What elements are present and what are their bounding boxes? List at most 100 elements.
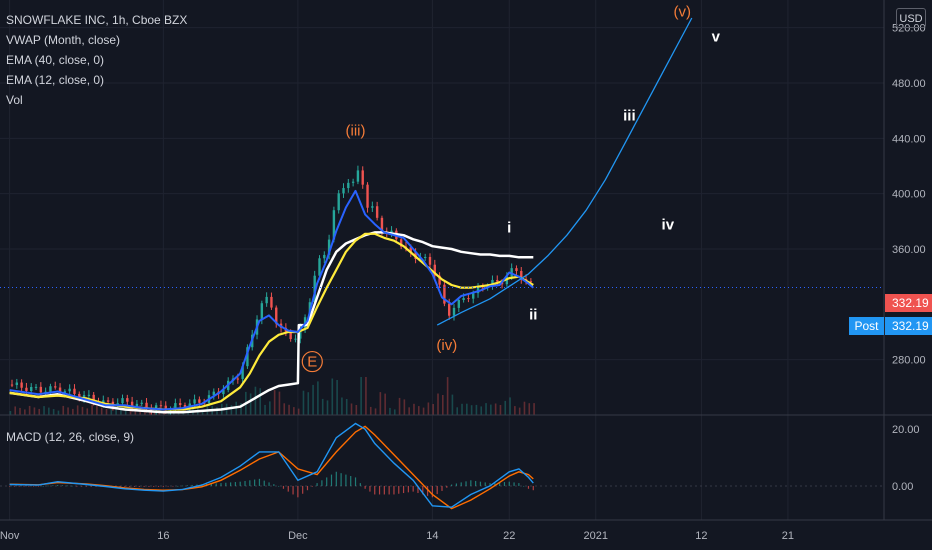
macd-histogram-bar <box>436 485 438 495</box>
candle-body <box>472 293 475 299</box>
volume-bar <box>52 409 55 415</box>
volume-bar <box>480 406 483 415</box>
price-axis-label: 400.00 <box>892 189 926 201</box>
candle-body <box>178 403 182 406</box>
macd-axis-label: 20.00 <box>892 424 920 436</box>
wave-label: v <box>712 29 721 46</box>
candle-body <box>356 170 360 182</box>
volume-bar <box>91 404 93 415</box>
macd-histogram-bar <box>268 482 270 486</box>
volume-bar <box>297 408 300 415</box>
candle-body <box>106 400 110 402</box>
macd-histogram-bar <box>61 485 64 486</box>
volume-bar <box>413 403 415 415</box>
volume-bar <box>446 377 449 415</box>
ema40-indicator-label[interactable]: EMA (40, close, 0) <box>6 53 105 67</box>
macd-histogram-bar <box>13 485 16 487</box>
volume-bar <box>384 393 386 415</box>
macd-histogram-bar <box>455 483 458 486</box>
candle-body <box>390 230 393 233</box>
candle-body <box>68 388 71 392</box>
macd-histogram-bar <box>412 485 414 492</box>
macd-histogram-bar <box>335 471 337 486</box>
candle-body <box>246 347 249 367</box>
volume-bar <box>14 406 17 415</box>
candle-body <box>409 247 412 253</box>
candle-body <box>366 184 369 208</box>
wave-label: E <box>307 354 317 371</box>
macd-histogram-bar <box>263 480 265 486</box>
volume-bar <box>288 404 290 415</box>
volume-bar <box>187 405 189 415</box>
macd-histogram-bar <box>316 483 318 486</box>
volume-indicator-label[interactable]: Vol <box>6 93 23 107</box>
macd-histogram-bar <box>244 480 246 486</box>
macd-histogram-bar <box>484 482 486 486</box>
macd-histogram-bar <box>489 483 491 486</box>
candle-body <box>121 398 124 404</box>
volume-bar <box>86 408 89 415</box>
macd-histogram-bar <box>57 485 59 486</box>
macd-signal-line <box>9 425 534 510</box>
volume-bar <box>48 407 50 415</box>
ema12-indicator-label[interactable]: EMA (12, close, 0) <box>6 73 105 87</box>
candle-body <box>491 279 494 286</box>
macd-histogram-bar <box>181 485 184 487</box>
macd-histogram-bar <box>503 482 506 486</box>
volume-bar <box>432 404 434 415</box>
symbol-title[interactable]: SNOWFLAKE INC, 1h, Cboe BZX <box>6 13 188 27</box>
macd-histogram-bar <box>220 483 222 486</box>
macd-histogram-bar <box>475 480 477 486</box>
vwap-indicator-label[interactable]: VWAP (Month, close) <box>6 33 121 47</box>
candle-body <box>73 388 76 394</box>
macd-histogram-bar <box>513 482 515 486</box>
volume-bar <box>360 377 362 415</box>
volume-bar <box>456 407 459 415</box>
volume-bar <box>451 394 454 415</box>
volume-bar <box>427 402 430 415</box>
volume-bar <box>283 403 286 415</box>
macd-label[interactable]: MACD (12, 26, close, 9) <box>6 430 135 444</box>
macd-histogram-bar <box>508 481 510 486</box>
macd-histogram-bar <box>407 485 409 493</box>
vwap-line <box>9 231 534 414</box>
candle-body <box>510 268 513 277</box>
macd-histogram-bar <box>431 485 433 498</box>
macd-histogram-bar <box>306 485 309 491</box>
macd-histogram-bar <box>249 480 251 486</box>
volume-bar <box>81 406 84 415</box>
macd-histogram-bar <box>446 485 448 488</box>
macd-histogram-bar <box>9 485 11 487</box>
macd-histogram-bar <box>153 485 155 487</box>
volume-bar <box>269 401 271 415</box>
candle-body <box>270 296 273 308</box>
volume-bar <box>312 384 314 415</box>
volume-bar <box>76 405 79 415</box>
volume-bar <box>437 393 439 415</box>
wave-label: i <box>507 219 511 236</box>
volume-bar <box>24 409 26 415</box>
volume-bar <box>134 408 137 415</box>
volume-bar <box>422 407 425 415</box>
volume-bar <box>374 408 377 415</box>
macd-histogram-bar <box>354 477 357 486</box>
currency-button[interactable]: USD <box>896 8 926 28</box>
volume-bar <box>57 410 60 415</box>
candle-body <box>438 275 441 285</box>
time-axis-label: 12 <box>695 530 707 542</box>
candle-body <box>34 386 38 388</box>
macd-histogram-bar <box>254 479 256 486</box>
candle-body <box>347 182 350 189</box>
candle-body <box>222 389 225 395</box>
volume-bar <box>494 403 497 415</box>
candle-body <box>126 398 129 402</box>
volume-bar <box>273 390 276 415</box>
volume-bar <box>110 406 113 415</box>
macd-histogram-bar <box>162 485 164 487</box>
candle-body <box>159 405 163 407</box>
macd-histogram-bar <box>138 485 140 487</box>
candle-body <box>25 387 28 391</box>
macd-histogram-bar <box>340 473 342 486</box>
candle-body <box>241 366 244 379</box>
